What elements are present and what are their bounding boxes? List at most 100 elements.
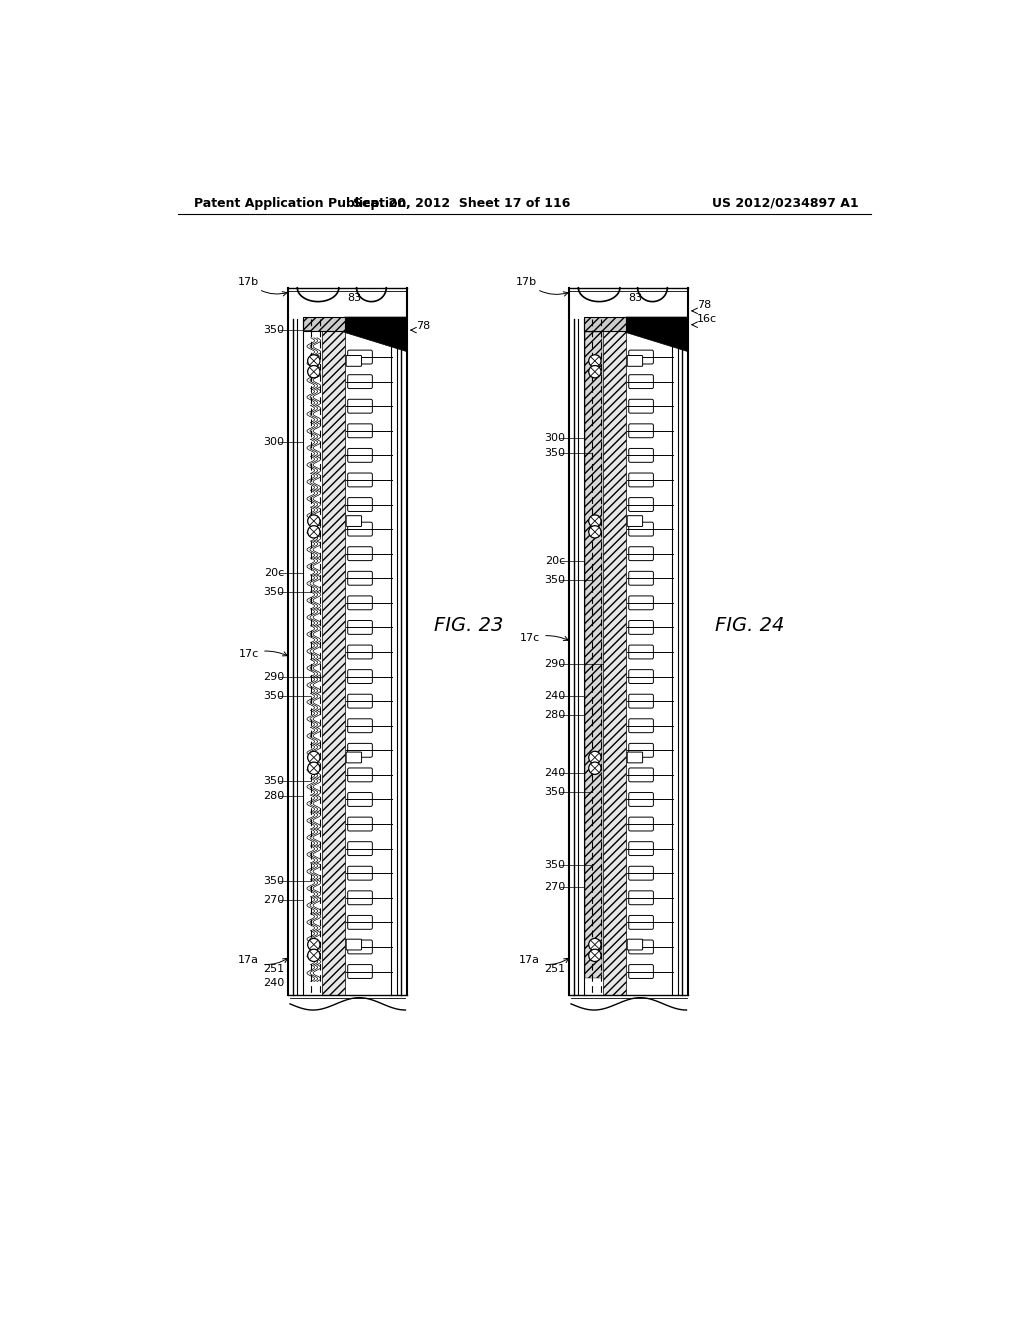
FancyBboxPatch shape — [629, 375, 653, 388]
FancyBboxPatch shape — [348, 866, 373, 880]
Text: 251: 251 — [545, 964, 565, 974]
Circle shape — [307, 949, 319, 961]
Polygon shape — [345, 317, 407, 351]
Text: 17c: 17c — [239, 648, 287, 659]
FancyBboxPatch shape — [629, 350, 653, 364]
Circle shape — [307, 751, 319, 763]
Text: 280: 280 — [263, 791, 285, 801]
FancyBboxPatch shape — [628, 355, 643, 367]
Text: 83: 83 — [347, 516, 360, 527]
Text: 78: 78 — [697, 300, 712, 310]
Text: Sep. 20, 2012  Sheet 17 of 116: Sep. 20, 2012 Sheet 17 of 116 — [353, 197, 570, 210]
Text: 83: 83 — [628, 516, 642, 527]
FancyBboxPatch shape — [628, 516, 643, 527]
Bar — [602, 318, 626, 995]
FancyBboxPatch shape — [348, 546, 373, 561]
FancyBboxPatch shape — [348, 572, 373, 585]
Text: 83: 83 — [347, 293, 360, 304]
FancyBboxPatch shape — [628, 940, 643, 950]
FancyBboxPatch shape — [629, 817, 653, 832]
FancyBboxPatch shape — [348, 595, 373, 610]
FancyBboxPatch shape — [629, 743, 653, 758]
FancyBboxPatch shape — [348, 891, 373, 904]
Text: 20c: 20c — [264, 568, 285, 578]
FancyBboxPatch shape — [629, 572, 653, 585]
FancyBboxPatch shape — [629, 768, 653, 781]
FancyBboxPatch shape — [348, 399, 373, 413]
Bar — [303, 317, 345, 331]
FancyBboxPatch shape — [346, 355, 361, 367]
FancyBboxPatch shape — [629, 940, 653, 954]
Text: 83: 83 — [628, 293, 642, 304]
FancyBboxPatch shape — [629, 965, 653, 978]
Polygon shape — [626, 317, 688, 351]
FancyBboxPatch shape — [629, 620, 653, 635]
FancyBboxPatch shape — [629, 595, 653, 610]
FancyBboxPatch shape — [629, 891, 653, 904]
Circle shape — [307, 515, 319, 527]
Text: 83: 83 — [628, 940, 642, 949]
Text: 350: 350 — [263, 325, 285, 335]
Text: 17a: 17a — [519, 954, 568, 965]
Text: 270: 270 — [545, 882, 565, 892]
FancyBboxPatch shape — [348, 694, 373, 708]
FancyBboxPatch shape — [629, 449, 653, 462]
Text: US 2012/0234897 A1: US 2012/0234897 A1 — [712, 197, 858, 210]
FancyBboxPatch shape — [629, 498, 653, 511]
Circle shape — [307, 939, 319, 950]
FancyBboxPatch shape — [348, 817, 373, 832]
Text: 270: 270 — [263, 895, 285, 906]
Circle shape — [307, 762, 319, 775]
Text: 350: 350 — [263, 776, 285, 785]
Text: 290: 290 — [545, 659, 565, 668]
Text: 240: 240 — [545, 690, 565, 701]
FancyBboxPatch shape — [348, 645, 373, 659]
FancyBboxPatch shape — [346, 752, 361, 763]
Text: 251: 251 — [263, 964, 285, 974]
Circle shape — [589, 762, 601, 775]
FancyBboxPatch shape — [629, 866, 653, 880]
Text: 16c: 16c — [697, 314, 718, 323]
FancyBboxPatch shape — [348, 473, 373, 487]
Text: 17b: 17b — [516, 277, 568, 296]
Circle shape — [307, 355, 319, 367]
Text: 350: 350 — [263, 587, 285, 597]
FancyBboxPatch shape — [348, 842, 373, 855]
FancyBboxPatch shape — [628, 752, 643, 763]
Circle shape — [589, 939, 601, 950]
Text: 350: 350 — [263, 875, 285, 886]
Text: 240: 240 — [545, 768, 565, 777]
Text: 350: 350 — [545, 861, 565, 870]
Text: 20c: 20c — [546, 556, 565, 566]
Text: 350: 350 — [545, 576, 565, 585]
FancyBboxPatch shape — [348, 768, 373, 781]
Text: 240: 240 — [263, 978, 285, 989]
FancyBboxPatch shape — [346, 940, 361, 950]
FancyBboxPatch shape — [348, 965, 373, 978]
Circle shape — [589, 366, 601, 378]
FancyBboxPatch shape — [629, 523, 653, 536]
Text: 350: 350 — [545, 449, 565, 458]
Circle shape — [589, 355, 601, 367]
Text: FIG. 24: FIG. 24 — [715, 616, 784, 635]
Circle shape — [589, 949, 601, 961]
FancyBboxPatch shape — [629, 916, 653, 929]
FancyBboxPatch shape — [629, 473, 653, 487]
FancyBboxPatch shape — [348, 498, 373, 511]
FancyBboxPatch shape — [348, 449, 373, 462]
FancyBboxPatch shape — [629, 424, 653, 438]
Circle shape — [307, 366, 319, 378]
Bar — [322, 318, 345, 995]
FancyBboxPatch shape — [629, 842, 653, 855]
Text: 350: 350 — [263, 690, 285, 701]
FancyBboxPatch shape — [348, 916, 373, 929]
Text: FIG. 23: FIG. 23 — [434, 616, 504, 635]
FancyBboxPatch shape — [348, 424, 373, 438]
FancyBboxPatch shape — [348, 669, 373, 684]
FancyBboxPatch shape — [346, 516, 361, 527]
FancyBboxPatch shape — [629, 694, 653, 708]
Circle shape — [589, 525, 601, 539]
Text: 78: 78 — [416, 321, 430, 331]
FancyBboxPatch shape — [348, 743, 373, 758]
FancyBboxPatch shape — [629, 792, 653, 807]
